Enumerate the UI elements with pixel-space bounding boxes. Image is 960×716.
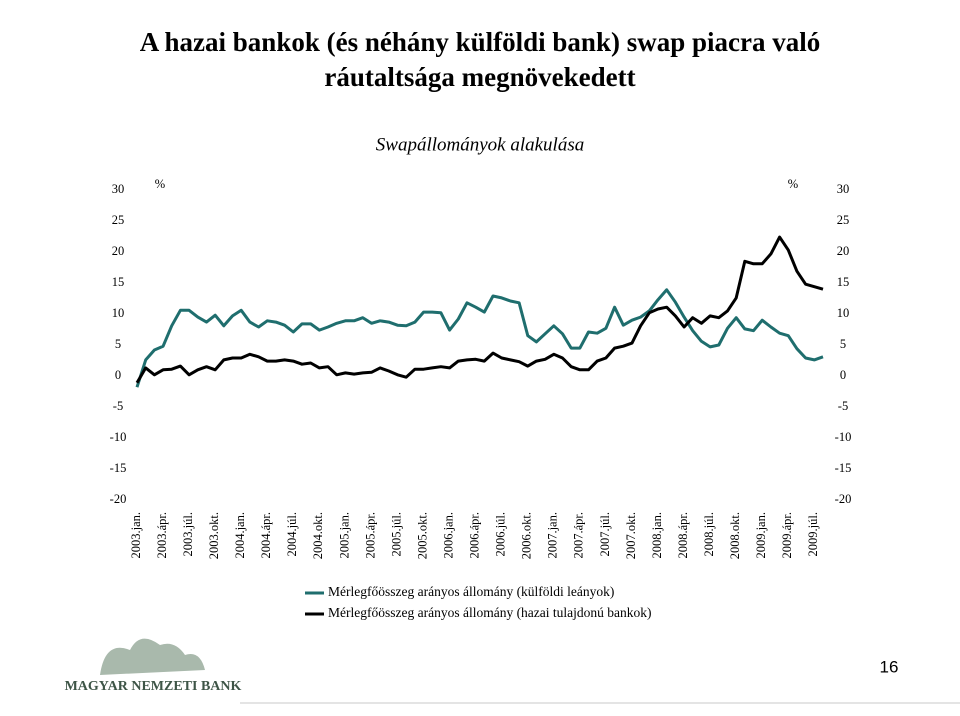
y2-tick-label: 30 [837,182,850,196]
x-tick-label: 2003.jan. [129,512,143,559]
x-tick-label: 2003.júl. [181,512,195,556]
legend-label: Mérlegfőösszeg arányos állomány (külföld… [328,584,614,599]
y2-tick-label: 5 [840,337,846,351]
y2-tick-label: -5 [838,399,848,413]
y-unit: % [155,177,165,191]
x-tick-label: 2005.ápr. [363,512,377,559]
x-tick-label: 2007.júl. [598,512,612,556]
y-tick-label: 10 [112,306,125,320]
x-tick-label: 2008.júl. [702,512,716,556]
y2-tick-label: -10 [835,430,852,444]
x-tick-label: 2007.ápr. [572,512,586,559]
y-tick-label: -20 [110,492,127,506]
x-tick-label: 2008.jan. [650,512,664,559]
x-tick-label: 2009.ápr. [780,512,794,559]
x-tick-label: 2004.okt. [311,512,325,559]
x-tick-label: 2005.jan. [337,512,351,559]
x-tick-label: 2008.okt. [728,512,742,559]
y2-tick-label: 0 [840,368,846,382]
x-tick-label: 2007.jan. [546,512,560,559]
x-tick-label: 2009.júl. [806,512,820,556]
legend-label: Mérlegfőösszeg arányos állomány (hazai t… [328,605,652,620]
x-tick-label: 2006.ápr. [468,512,482,559]
x-tick-label: 2009.jan. [754,512,768,559]
y2-tick-label: 10 [837,306,850,320]
x-tick-label: 2006.júl. [494,512,508,556]
y-tick-label: 15 [112,275,125,289]
y2-tick-label: 15 [837,275,850,289]
x-tick-label: 2003.okt. [207,512,221,559]
x-tick-label: 2003.ápr. [155,512,169,559]
y-tick-label: -10 [110,430,127,444]
y2-unit: % [788,177,798,191]
y2-tick-label: -20 [835,492,852,506]
series-line [135,235,824,384]
x-tick-label: 2006.okt. [520,512,534,559]
y-tick-label: 20 [112,244,125,258]
slide-title: ráutaltsága megnövekedett [324,62,635,92]
page-number: 16 [880,657,899,676]
x-tick-label: 2007.okt. [624,512,638,559]
slide-title: A hazai bankok (és néhány külföldi bank)… [140,27,820,57]
y2-tick-label: -15 [835,461,852,475]
y-tick-label: 25 [112,213,125,227]
chart-title: Swapállományok alakulása [376,134,584,155]
y-tick-label: -5 [113,399,123,413]
x-tick-label: 2006.jan. [441,512,455,559]
x-tick-label: 2008.ápr. [676,512,690,559]
x-tick-label: 2005.okt. [415,512,429,559]
y2-tick-label: 25 [837,213,850,227]
plot: -20 -15 -10 -5 0 5 10 15 20 25 30 -20 -15 -10 -5 0 5 10 15… [110,182,852,620]
y-tick-label: 30 [112,182,125,196]
y-tick-label: -15 [110,461,127,475]
logo: MAGYAR NEMZETI BANK [65,638,242,694]
x-tick-label: 2004.jan. [233,512,247,559]
x-tick-label: 2004.ápr. [259,512,273,559]
y-tick-label: 0 [115,368,121,382]
series-line [135,288,824,388]
x-tick-label: 2004.júl. [285,512,299,556]
x-tick-label: 2005.júl. [389,512,403,556]
y2-tick-label: 20 [837,244,850,258]
logo-text: MAGYAR NEMZETI BANK [65,679,242,694]
y-tick-label: 5 [115,337,121,351]
logo-emblem [100,638,205,675]
